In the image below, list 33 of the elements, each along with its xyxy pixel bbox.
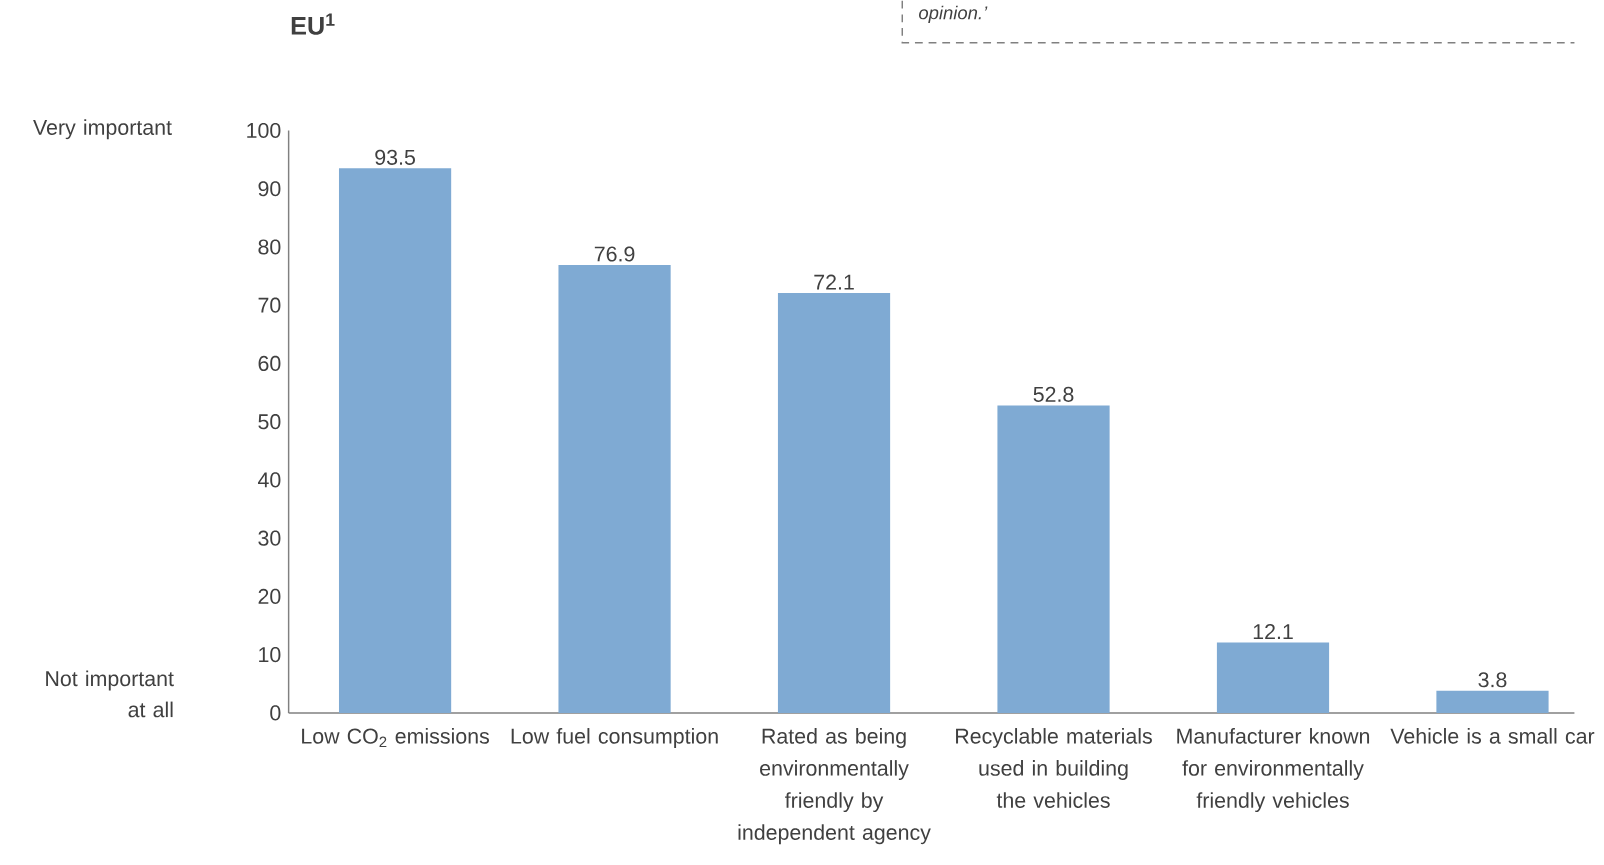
y-tick-label: 10 — [259, 647, 281, 663]
data-label: 12.1 — [1253, 624, 1293, 639]
data-label: 72.1 — [814, 274, 854, 290]
y-tick-label: 40 — [257, 472, 281, 488]
data-label: 3.8 — [1478, 672, 1507, 688]
text: opinion.’ — [919, 5, 988, 23]
text: Not important at all — [46, 670, 174, 718]
bar — [338, 168, 452, 713]
y-tick-label: 90 — [258, 181, 281, 197]
data-label: 52.8 — [1033, 386, 1074, 402]
x-tick-label: Low CO$_{2}$ emissions — [302, 727, 489, 747]
data-label: 76.9 — [594, 246, 635, 262]
y-tick-label: 80 — [258, 239, 281, 255]
chart-title: EU$^{1}$ — [291, 13, 335, 35]
bar — [558, 264, 671, 713]
bar — [1436, 690, 1549, 713]
y-tick-label: 60 — [258, 355, 281, 371]
data-label: 93.5 — [375, 149, 415, 165]
x-tick-label: Low fuel consumption — [511, 727, 718, 748]
bar — [777, 292, 891, 713]
y-tick-label: 70 — [258, 297, 281, 313]
y-tick-label: 0 — [270, 705, 281, 721]
x-tick-label: Manufacturer known for environmentally friendly vehicles — [1177, 727, 1370, 813]
text: Very important — [33, 119, 172, 140]
y-tick-label: 50 — [258, 414, 281, 430]
bar — [997, 405, 1110, 713]
y-tick-label: 100 — [247, 122, 281, 138]
bar — [1216, 642, 1330, 713]
y-tick-label: 20 — [258, 588, 281, 604]
x-tick-label: Vehicle is a small car — [1390, 727, 1595, 744]
x-tick-label: Recyclable materials used in building the vehicles — [956, 727, 1152, 808]
x-tick-label: Rated as being environmentally friendly by independent agency — [738, 727, 931, 845]
y-tick-label: 30 — [258, 530, 281, 546]
